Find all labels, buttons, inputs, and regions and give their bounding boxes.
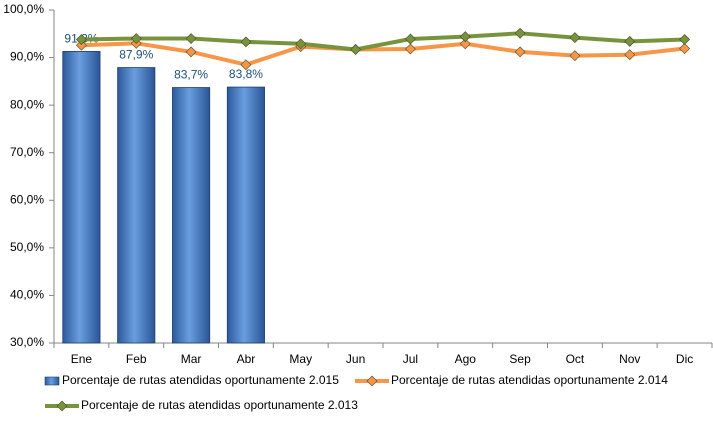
data-label: 87,9% (119, 48, 153, 62)
line (81, 41, 685, 67)
marker (350, 44, 362, 55)
x-tick-label: Sep (509, 352, 531, 366)
y-tick-label: 100,0% (3, 2, 44, 16)
legend-marker (56, 400, 68, 412)
y-tick-label: 60,0% (10, 192, 44, 206)
x-tick-label: Dic (676, 352, 693, 366)
legend-swatch (44, 376, 60, 386)
marker (295, 38, 307, 50)
y-tick-label: 50,0% (10, 240, 44, 254)
x-tick-label: Abr (237, 352, 256, 366)
y-tick-label: 70,0% (10, 145, 44, 159)
marker (240, 36, 252, 48)
marker (75, 39, 87, 51)
x-tick-label: Ago (455, 352, 477, 366)
marker (514, 27, 526, 39)
marker (240, 59, 252, 71)
x-tick-label: Jun (346, 352, 365, 366)
data-label: 83,8% (229, 67, 263, 81)
x-tick-label: Feb (126, 352, 147, 366)
y-tick-label: 30,0% (10, 335, 44, 349)
x-tick-label: Jul (403, 352, 418, 366)
legend-marker (366, 375, 378, 387)
legend-label: Porcentaje de rutas atendidas oportuname… (62, 373, 339, 387)
x-tick-label: May (289, 352, 312, 366)
y-tick-label: 40,0% (10, 288, 44, 302)
marker (404, 43, 416, 55)
marker (514, 46, 526, 58)
marker (569, 50, 581, 62)
bar (117, 67, 156, 344)
bar (226, 86, 265, 344)
x-tick-label: Nov (619, 352, 640, 366)
marker (130, 33, 142, 44)
y-tick-label: 80,0% (10, 97, 44, 111)
bar (172, 87, 211, 344)
legend-label: Porcentaje de rutas atendidas oportuname… (81, 398, 358, 412)
marker (185, 46, 197, 58)
marker (679, 34, 691, 45)
marker (569, 32, 581, 44)
y-tick-label: 90,0% (10, 50, 44, 64)
legend-label: Porcentaje de rutas atendidas oportuname… (391, 373, 668, 387)
data-label: 83,7% (174, 68, 208, 82)
marker (404, 33, 416, 45)
marker (459, 31, 471, 43)
marker (75, 34, 87, 45)
x-tick-label: Mar (181, 352, 202, 366)
x-tick-label: Ene (71, 352, 93, 366)
marker (185, 33, 197, 44)
marker (624, 35, 636, 47)
marker (459, 38, 471, 50)
marker (624, 49, 636, 61)
bar (62, 50, 101, 344)
line (81, 31, 685, 52)
marker (679, 43, 691, 54)
x-tick-label: Oct (566, 352, 585, 366)
